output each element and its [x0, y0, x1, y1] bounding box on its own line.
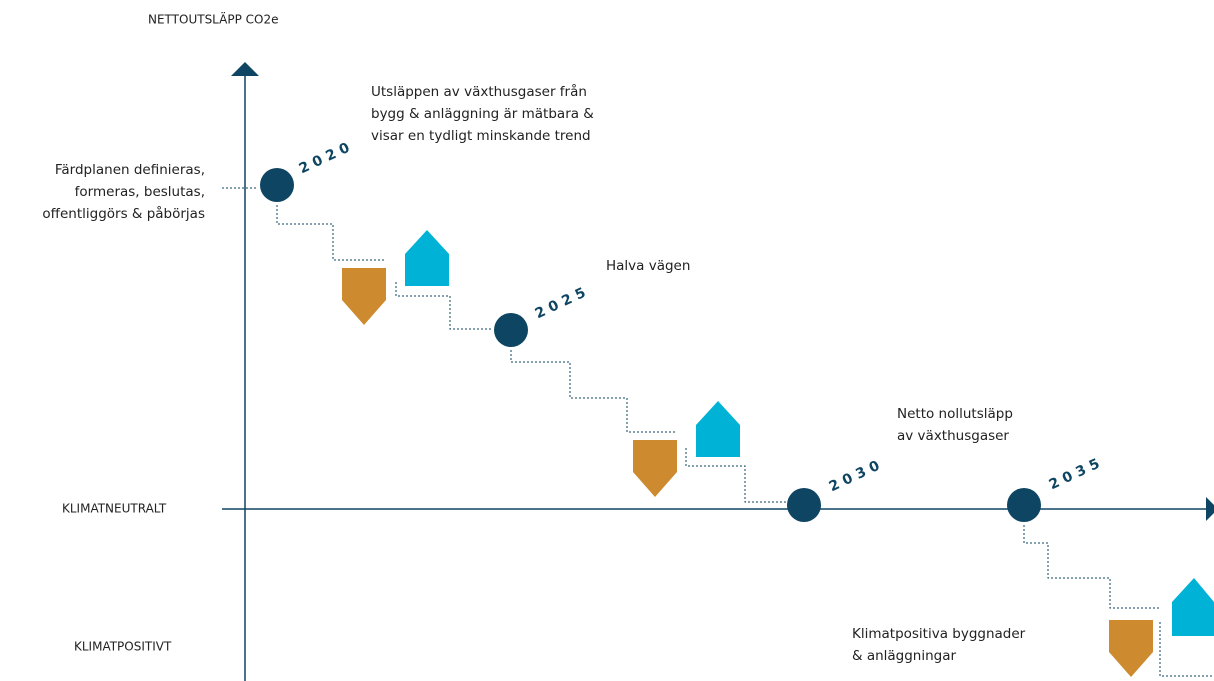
up-marker [1172, 578, 1214, 636]
step-path [510, 350, 677, 433]
annotation-line: Utsläppen av växthusgaser från [371, 83, 587, 100]
level-label: KLIMATPOSITIVT [74, 640, 172, 654]
year-label: 2025 [533, 283, 593, 322]
step-path [1159, 622, 1214, 677]
annotation-line: Klimatpositiva byggnader [852, 626, 1026, 642]
annotations: Färdplanen definieras, formeras, beslutas… [42, 83, 1025, 664]
year-label: 2035 [1047, 454, 1107, 493]
y-axis-arrow [231, 62, 259, 76]
level-label: KLIMATNEUTRALT [62, 502, 167, 516]
step-path [685, 448, 786, 503]
annotation-line: Färdplanen definieras, [55, 162, 205, 178]
annotation-line: Halva vägen [606, 258, 690, 274]
annotation-line: Netto nollutsläpp [897, 406, 1013, 422]
step-path [276, 205, 385, 261]
milestone [1007, 488, 1041, 522]
annotation-line: visar en tydligt minskande trend [371, 128, 591, 144]
x-axis-arrow [1206, 497, 1214, 521]
step-path [1023, 525, 1160, 609]
annotation-line: formeras, beslutas, [75, 184, 205, 200]
step-path [395, 282, 492, 330]
year-label: 2020 [297, 138, 357, 177]
annotation-line: bygg & anläggning är mätbara & [371, 106, 594, 122]
annotation-line: offentliggörs & påbörjas [42, 205, 205, 222]
up-marker [405, 230, 449, 286]
year-label: 2030 [827, 456, 887, 495]
up-marker [696, 401, 740, 457]
axis-label: NETTOUTSLÄPP CO2e [148, 12, 278, 27]
annotation-line: av växthusgaser [897, 428, 1009, 444]
milestone [494, 313, 528, 347]
down-marker [342, 268, 386, 325]
annotation-line: & anläggningar [852, 648, 957, 664]
milestone [787, 488, 821, 522]
down-marker [1109, 620, 1153, 677]
down-marker [633, 440, 677, 497]
milestone [260, 168, 294, 202]
